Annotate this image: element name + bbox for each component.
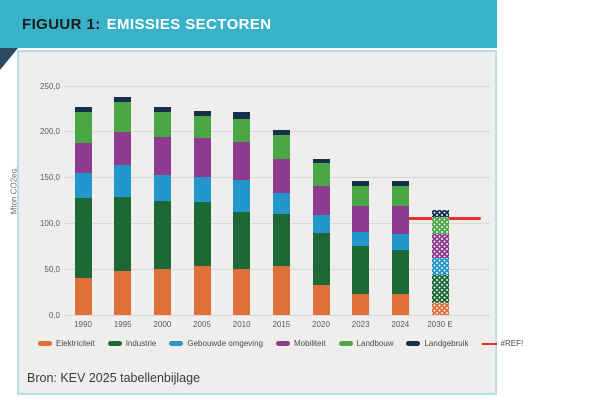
legend-item-elektriciteit: Elektriciteit [38, 339, 95, 348]
legend-item-industrie: Industrie [107, 339, 157, 348]
legend-swatch [107, 341, 122, 346]
figure-header: FIGUUR 1: EMISSIES SECTOREN [0, 0, 497, 48]
figure-number: FIGUUR 1: [22, 15, 101, 33]
legend-swatch [38, 341, 52, 346]
legend-item-gebouwde-omgeving: Gebouwde omgeving [169, 339, 263, 348]
legend-item-ref: #REF! [481, 339, 524, 348]
legend-swatch [406, 341, 421, 346]
legend-label: Landbouw [356, 339, 394, 348]
legend-label: Elektriciteit [56, 339, 95, 348]
legend-label: Industrie [125, 339, 157, 348]
legend-item-landgebruik: Landgebruik [406, 339, 469, 348]
source-note: Bron: KEV 2025 tabellenbijlage [27, 371, 201, 385]
legend-swatch [338, 341, 353, 346]
figure-title: EMISSIES SECTOREN [106, 15, 272, 33]
legend-label: Gebouwde omgeving [187, 339, 263, 348]
legend-label: Landgebruik [424, 339, 469, 348]
legend-swatch [169, 341, 184, 346]
legend-label: #REF! [500, 339, 524, 348]
legend-item-landbouw: Landbouw [338, 339, 394, 348]
legend-ref-line-swatch [481, 342, 497, 345]
chart-legend: Elektriciteit Industrie Gebouwde omgeving M… [38, 339, 523, 348]
legend-item-mobiliteit: Mobiliteit [275, 339, 326, 348]
legend-swatch [275, 341, 290, 346]
legend-label: Mobiliteit [293, 339, 326, 348]
chart-card [17, 50, 497, 395]
corner-fold-decoration [0, 48, 18, 70]
